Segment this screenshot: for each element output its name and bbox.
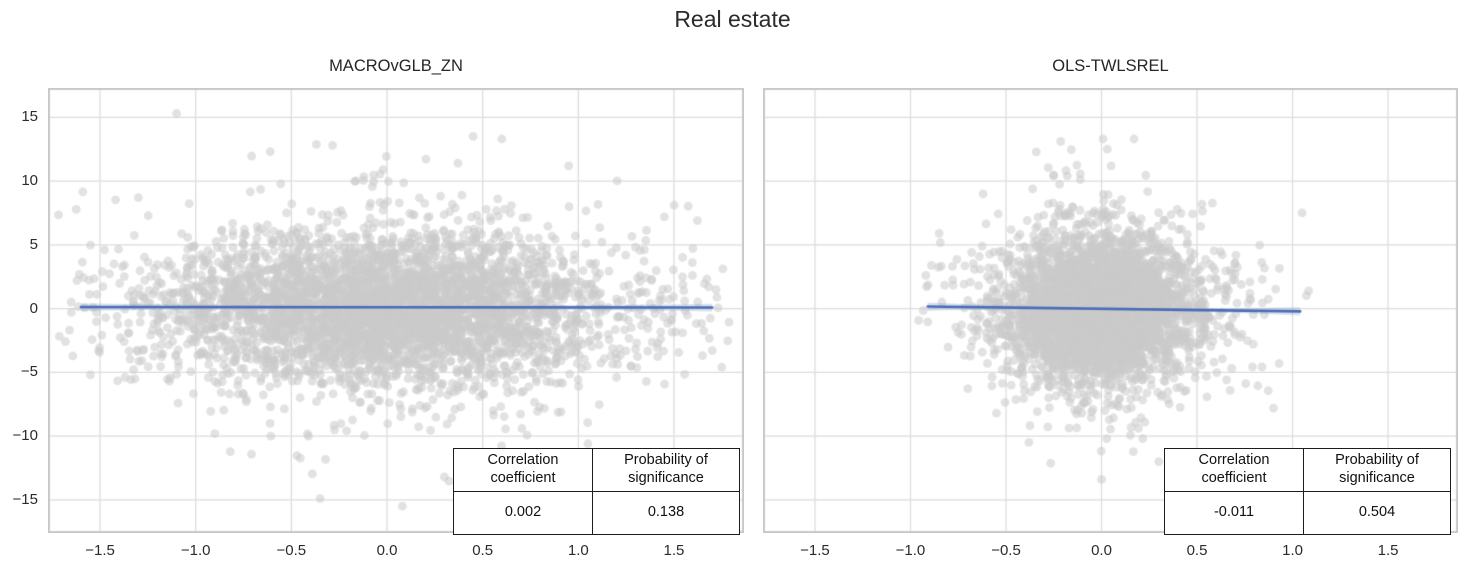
x-tick-label: −1.0 [895,542,926,559]
y-tick-label: 5 [29,235,38,253]
x-tick-label: 0.0 [376,542,398,559]
x-tick-label: −1.5 [85,542,115,559]
y-tick-label: −5 [20,363,38,381]
table-header-probability: Probability of significance [1303,448,1451,492]
subplot-title-left: MACROvGLB_ZN [329,57,463,75]
figure-title: Real estate [674,6,791,32]
plot-area-right: Correlation coefficient Probability of s… [763,88,1458,535]
table-header-probability: Probability of significance [592,448,740,492]
y-tick-label: −10 [12,427,38,445]
x-tick-label: 0.5 [472,542,494,559]
stats-table-right: Correlation coefficient Probability of s… [1164,448,1451,535]
x-tick-label: 1.0 [1282,542,1303,559]
x-tick-label: −1.0 [180,542,211,559]
table-header-correlation: Correlation coefficient [1164,448,1304,492]
y-tick-label: 10 [21,172,38,190]
table-value-probability: 0.138 [592,491,740,535]
table-row: 0.002 0.138 [453,491,740,535]
x-tick-label: 1.5 [1377,542,1399,559]
table-header-correlation: Correlation coefficient [453,448,593,492]
x-tick-label: 0.5 [1186,542,1208,559]
y-tick-label: 0 [29,299,38,317]
y-tick-label: 15 [21,108,38,126]
table-value-correlation: -0.011 [1164,491,1304,535]
x-tick-label: 0.0 [1091,542,1112,559]
x-tick-label: −0.5 [276,542,307,559]
x-tick-label: −0.5 [991,542,1021,559]
subplot-title-right: OLS-TWLSREL [1052,57,1169,75]
x-tick-label: 1.0 [567,542,589,559]
plot-area-left: Correlation coefficient Probability of s… [48,88,744,535]
table-row: -0.011 0.504 [1164,491,1451,535]
stats-table-left: Correlation coefficient Probability of s… [453,448,740,535]
table-value-correlation: 0.002 [453,491,593,535]
y-tick-label: −15 [12,490,38,508]
table-value-probability: 0.504 [1303,491,1451,535]
table-row: Correlation coefficient Probability of s… [1164,448,1451,492]
x-tick-label: 1.5 [663,542,685,559]
table-row: Correlation coefficient Probability of s… [453,448,740,492]
x-tick-label: −1.5 [800,542,830,559]
